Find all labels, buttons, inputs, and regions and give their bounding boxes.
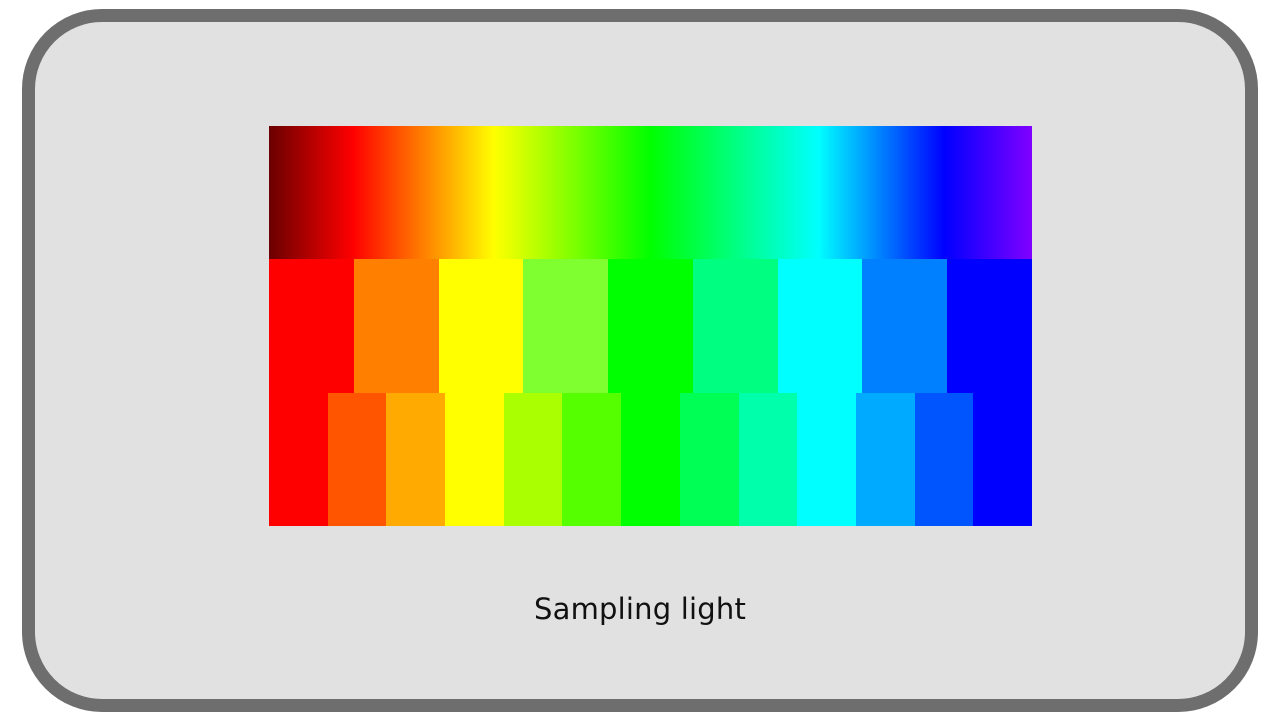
color-swatch bbox=[738, 393, 798, 526]
color-swatch bbox=[353, 259, 439, 393]
sampled-spectrum-13 bbox=[269, 393, 1032, 526]
color-swatch bbox=[386, 393, 446, 526]
color-swatch bbox=[608, 259, 693, 393]
color-swatch bbox=[973, 393, 1032, 526]
spectrum-figure bbox=[269, 126, 1033, 526]
caption: Sampling light bbox=[533, 592, 747, 626]
color-swatch bbox=[523, 259, 609, 393]
color-swatch bbox=[862, 259, 948, 393]
color-swatch bbox=[269, 393, 328, 526]
color-swatch bbox=[679, 393, 739, 526]
color-swatch bbox=[855, 393, 915, 526]
color-swatch bbox=[438, 259, 524, 393]
color-swatch bbox=[445, 393, 504, 526]
color-swatch bbox=[947, 259, 1033, 393]
sampled-spectrum-9 bbox=[269, 259, 1033, 393]
color-swatch bbox=[914, 393, 974, 526]
color-swatch bbox=[562, 393, 622, 526]
color-swatch bbox=[621, 393, 680, 526]
continuous-spectrum bbox=[269, 126, 1032, 259]
color-swatch bbox=[327, 393, 387, 526]
color-swatch bbox=[777, 259, 863, 393]
color-swatch bbox=[692, 259, 778, 393]
color-swatch bbox=[269, 259, 354, 393]
color-swatch bbox=[503, 393, 563, 526]
color-swatch bbox=[797, 393, 856, 526]
